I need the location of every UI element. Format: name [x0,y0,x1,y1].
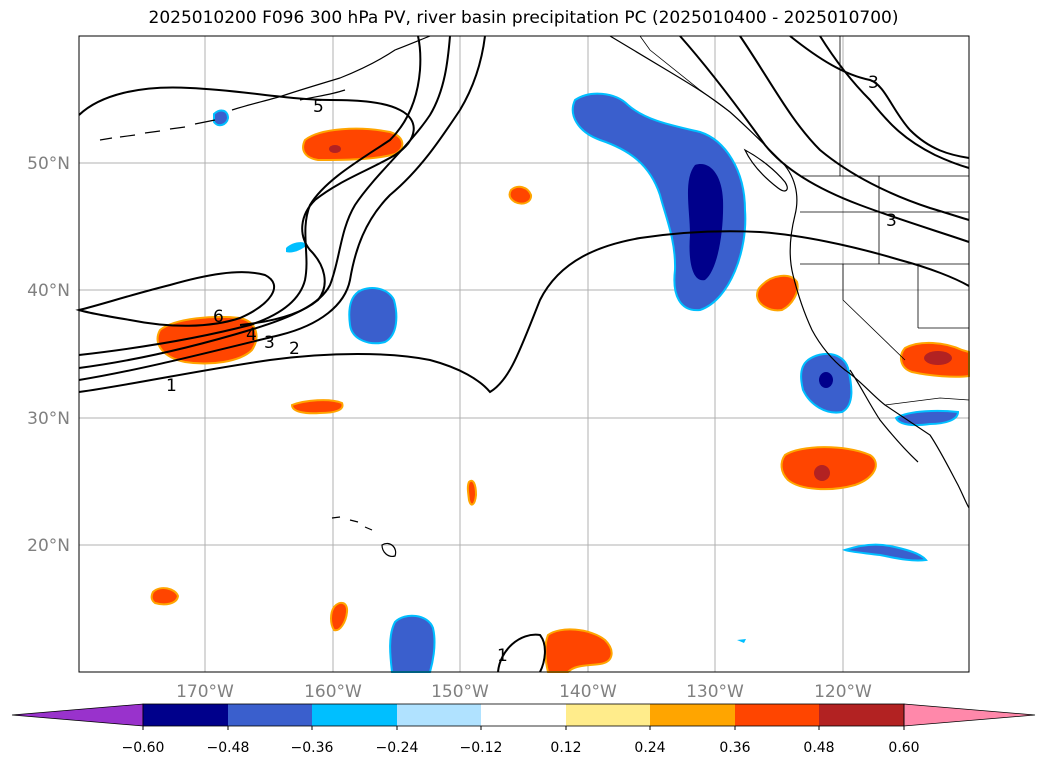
colorbar-tick-label: −0.12 [460,740,503,756]
colorbar [11,703,1036,730]
precip-positive-south [544,628,613,673]
precip-positive-n-california [755,274,799,312]
precip-positive-small-2 [466,479,478,506]
pv-contour-ne-2 [739,35,970,221]
pv-label-3-ne: 3 [868,73,879,93]
precip-negative-south [389,614,436,673]
pv-label-1-south: 1 [497,646,508,666]
precip-positive-30n [290,399,344,415]
pv-label-4: 4 [246,325,257,345]
lat-label-20: 20°N [27,536,70,556]
colorbar-segment [481,704,566,726]
precip-strong-negative-baja [819,372,833,388]
lat-label-40: 40°N [27,281,70,301]
colorbar-segment [650,704,735,726]
vancouver-island [743,148,788,192]
colorbar-segment [566,704,650,726]
colorbar-ticks: −0.60 −0.48 −0.36 −0.24 −0.12 0.12 0.24 … [122,740,920,756]
hawaii-islands [331,516,397,557]
precip-strong-positive-subtropical [814,465,830,481]
colorbar-tick-label: −0.48 [207,740,250,756]
map-frame [78,35,970,673]
colorbar-tick-label: −0.60 [122,740,165,756]
precip-negative-tiny [737,639,746,643]
colorbar-segment [397,704,481,726]
precip-strong-positive-aleutian [329,145,341,153]
colorbar-frame [142,703,905,727]
pv-label-5: 5 [313,97,324,117]
map-title: 2025010200 F096 300 hPa PV, river basin … [148,8,899,28]
colorbar-segment [819,704,904,726]
gulf-of-alaska-coast [609,35,970,509]
pv-label-1: 1 [166,376,177,396]
precip-positive-small-1 [508,185,533,205]
pv-label-3-east: 3 [886,211,897,231]
colorbar-tick-label: 0.24 [634,740,665,756]
lat-label-30: 30°N [27,409,70,429]
colorbar-tick-label: 0.48 [803,740,834,756]
colorbar-tick-label: 0.12 [550,740,581,756]
pv-contour-ne-4 [789,35,970,159]
colorbar-tick-label: −0.24 [376,740,419,756]
lon-label-140w: 140°W [559,682,617,702]
colorbar-extend-min [11,703,144,727]
pv-label-3: 3 [264,333,275,353]
us-mexico-border [884,397,970,406]
pv-contour-ne-1 [679,35,970,243]
precip-negative-small-1 [286,242,307,253]
precip-negative-sw-us [894,409,960,427]
california-nevada-border [842,264,906,361]
latitude-labels: 50°N 40°N 30°N 20°N [27,154,70,556]
colorbar-segment [143,704,228,726]
precip-positive-small-4 [330,601,349,632]
precip-positive-small-3 [150,587,180,606]
lon-label-130w: 130°W [686,682,744,702]
pv-contour-6 [75,271,276,327]
aleutians [99,119,216,141]
precip-negative-tropical-east [842,543,928,562]
precip-strong-negative-core [687,164,724,281]
lat-label-50: 50°N [27,154,70,174]
colorbar-extend-max [903,703,1036,727]
precip-positive-subtropical-east [780,446,877,491]
precip-strong-positive-sw-us [924,351,952,365]
pv-contour-4 [78,35,422,356]
colorbar-segment [312,704,397,726]
pv-contour-2 [78,35,486,381]
longitude-labels: 170°W 160°W 150°W 140°W 130°W 120°W [176,682,872,702]
lon-label-160w: 160°W [304,682,362,702]
pv-contour-ne-3 [819,35,970,169]
lon-label-120w: 120°W [814,682,872,702]
colorbar-tick-label: 0.60 [888,740,919,756]
lon-label-150w: 150°W [431,682,489,702]
pv-contour-south-1 [497,633,546,673]
pv-label-2: 2 [289,339,300,359]
pv-contour-labels: 6 5 4 3 2 1 3 3 1 [166,73,897,666]
pv-contour-3 [78,35,451,369]
baja-coast [849,369,919,463]
colorbar-segment [228,704,312,726]
pv-contour-1 [78,230,970,394]
precip-positive-aleutian [302,127,404,162]
colorbar-tick-label: −0.36 [291,740,334,756]
pv-contour-5 [78,86,415,326]
colorbar-segment [735,704,819,726]
precip-negative-central-pacific [348,287,398,345]
alaska-coast [231,35,431,111]
precip-shading [150,92,970,673]
precip-negative-aleutian [213,109,230,127]
pv-contours [75,35,970,673]
pv-label-6: 6 [213,307,224,327]
alaska-canada-border [639,35,731,113]
colorbar-tick-label: 0.36 [719,740,750,756]
lon-label-170w: 170°W [176,682,234,702]
borders [639,35,970,406]
